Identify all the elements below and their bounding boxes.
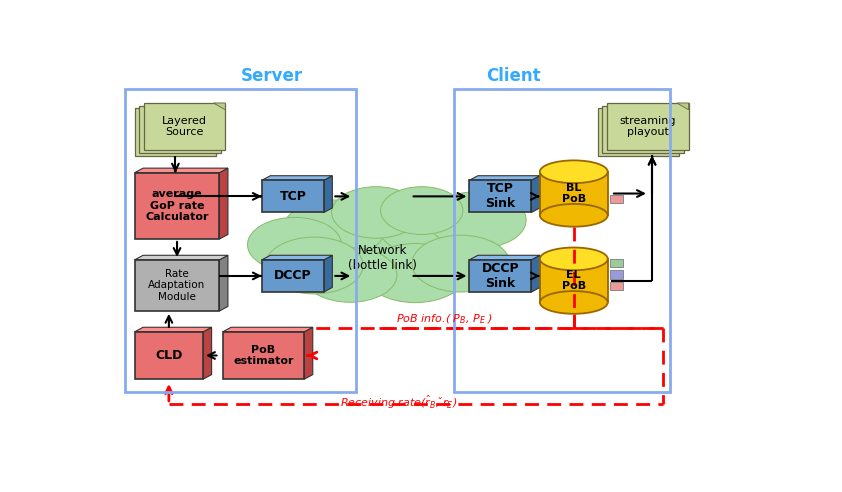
- FancyBboxPatch shape: [262, 260, 324, 292]
- Polygon shape: [135, 327, 211, 332]
- Circle shape: [429, 191, 526, 248]
- Circle shape: [265, 237, 363, 294]
- Polygon shape: [304, 327, 312, 379]
- FancyBboxPatch shape: [135, 332, 203, 379]
- FancyBboxPatch shape: [135, 173, 220, 239]
- Circle shape: [283, 200, 385, 259]
- Polygon shape: [262, 176, 333, 180]
- Polygon shape: [324, 176, 333, 213]
- FancyBboxPatch shape: [262, 180, 324, 213]
- Ellipse shape: [540, 160, 608, 183]
- Polygon shape: [469, 255, 540, 260]
- Polygon shape: [135, 168, 228, 173]
- Polygon shape: [531, 255, 540, 292]
- Polygon shape: [531, 176, 540, 213]
- FancyBboxPatch shape: [135, 260, 220, 311]
- Text: Client: Client: [486, 67, 541, 85]
- Polygon shape: [469, 176, 540, 180]
- FancyBboxPatch shape: [540, 172, 608, 215]
- Polygon shape: [262, 255, 333, 260]
- Text: Rate
Adaptation
Module: Rate Adaptation Module: [148, 269, 205, 302]
- Polygon shape: [677, 103, 689, 110]
- Polygon shape: [220, 168, 228, 239]
- Text: PoB
estimator: PoB estimator: [233, 345, 294, 366]
- Circle shape: [365, 244, 466, 303]
- FancyBboxPatch shape: [469, 260, 531, 292]
- FancyBboxPatch shape: [598, 108, 679, 155]
- Text: Server: Server: [241, 67, 303, 85]
- Ellipse shape: [540, 291, 608, 314]
- Polygon shape: [135, 255, 228, 260]
- Polygon shape: [214, 103, 226, 110]
- Circle shape: [332, 186, 420, 238]
- FancyBboxPatch shape: [135, 108, 216, 155]
- Circle shape: [248, 217, 342, 272]
- Text: CLD: CLD: [155, 349, 183, 362]
- FancyBboxPatch shape: [610, 195, 623, 203]
- Text: TCP
Sink: TCP Sink: [485, 183, 515, 211]
- Text: Receiving rate($\hat{r}_B$, $\check{r}_E$): Receiving rate($\hat{r}_B$, $\check{r}_E…: [340, 393, 457, 411]
- Text: Network
(bottle link): Network (bottle link): [348, 244, 417, 272]
- Text: BL
PoB: BL PoB: [562, 183, 586, 204]
- Circle shape: [378, 195, 485, 257]
- Polygon shape: [324, 255, 333, 292]
- Ellipse shape: [540, 204, 608, 227]
- Circle shape: [412, 235, 510, 292]
- FancyBboxPatch shape: [610, 271, 623, 279]
- Text: PoB info.( $P_B$, $P_E$ ): PoB info.( $P_B$, $P_E$ ): [396, 312, 493, 326]
- Circle shape: [381, 186, 463, 235]
- Text: average
GoP rate
Calculator: average GoP rate Calculator: [146, 189, 209, 222]
- Text: EL
PoB: EL PoB: [562, 270, 586, 291]
- Text: TCP: TCP: [280, 190, 306, 203]
- FancyBboxPatch shape: [610, 282, 623, 290]
- FancyBboxPatch shape: [222, 332, 304, 379]
- Ellipse shape: [540, 247, 608, 270]
- Polygon shape: [222, 327, 312, 332]
- Text: Layered
Source: Layered Source: [162, 116, 207, 137]
- Polygon shape: [203, 327, 211, 379]
- Polygon shape: [220, 255, 228, 311]
- FancyBboxPatch shape: [139, 106, 221, 153]
- FancyBboxPatch shape: [469, 180, 531, 213]
- Text: DCCP: DCCP: [274, 270, 312, 282]
- Circle shape: [303, 247, 397, 302]
- FancyBboxPatch shape: [610, 259, 623, 268]
- FancyBboxPatch shape: [603, 106, 684, 153]
- FancyBboxPatch shape: [144, 103, 226, 151]
- Text: DCCP
Sink: DCCP Sink: [482, 262, 520, 290]
- FancyBboxPatch shape: [607, 103, 689, 151]
- Circle shape: [321, 215, 445, 286]
- FancyBboxPatch shape: [540, 259, 608, 303]
- Text: streaming
playout: streaming playout: [620, 116, 676, 137]
